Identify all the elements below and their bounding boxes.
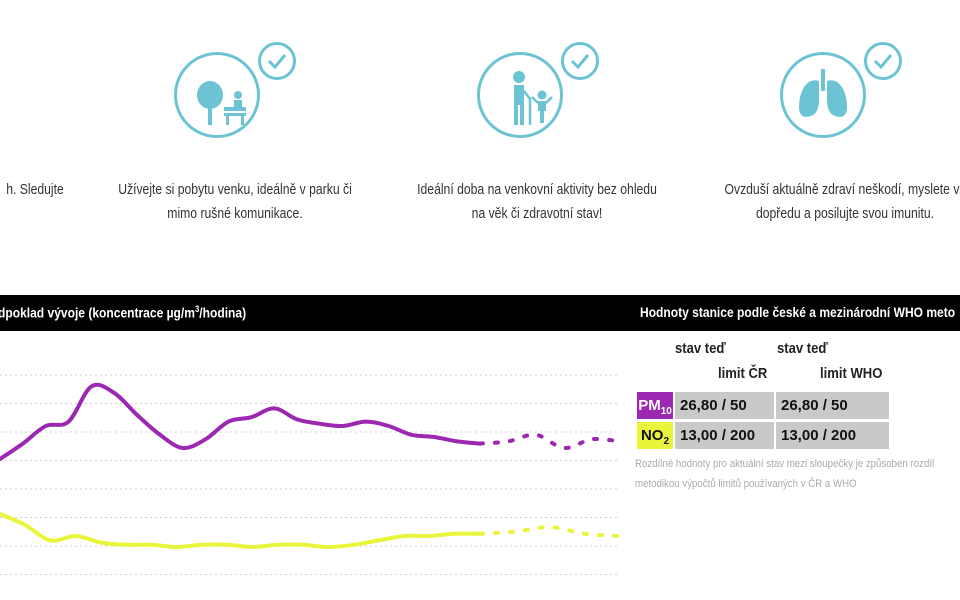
advice-line: Ovzduší aktuálně zdraví neškodí, myslete… (724, 182, 960, 198)
elderly-child-icon (513, 71, 553, 125)
lungs-icon (799, 69, 847, 117)
pm10-cr-value: 26,80 / 50 (675, 392, 774, 419)
check-badge-2 (561, 42, 599, 80)
pm10-badge: PM10 (637, 392, 673, 419)
advice-line: dopředu a posilujte svou imunitu. (755, 206, 935, 222)
section-header-bar: dpoklad vývoje (koncentrace µg/m3/hodina… (0, 295, 960, 331)
advice-text-3: Ovzduší aktuálně zdraví neškodí, myslete… (719, 178, 960, 226)
note-line: metodikou výpočtů limitů používaných v Č… (635, 478, 857, 490)
check-icon (267, 54, 287, 70)
chart-header-sup: 3 (194, 304, 200, 314)
no2-forecast-line (478, 525, 622, 538)
pm10-who-value: 26,80 / 50 (776, 392, 889, 419)
icon-park (174, 52, 260, 138)
advice-line: Užívejte si pobytu venku, ideálně v park… (118, 182, 352, 198)
forecast-chart (0, 374, 622, 575)
method-note: Rozdílné hodnoty pro aktuální stav mezi … (635, 454, 952, 494)
advice-line: na věk či zdravotní stav! (471, 206, 603, 222)
advice-text-2: Ideální doba na venkovní aktivity bez oh… (411, 178, 663, 226)
no2-series-line (0, 512, 482, 550)
col2-bottom-label: limit WHO (820, 366, 883, 382)
icon-elderly-child (477, 52, 563, 138)
no2-badge: NO2 (637, 422, 673, 449)
chart-header-prefix: dpoklad vývoje (koncentrace µg/m (0, 304, 195, 321)
advice-line: h. Sledujte (6, 182, 64, 198)
check-icon (570, 54, 590, 70)
advice-line: Ideální doba na venkovní aktivity bez oh… (417, 182, 657, 198)
pm10-series-line (0, 382, 482, 461)
check-icon (873, 54, 893, 70)
park-bench-icon (197, 81, 246, 125)
advice-text-0: h. Sledujte (0, 178, 115, 202)
check-badge-3 (864, 42, 902, 80)
no2-name: NO (640, 427, 664, 444)
col2-top-label: stav teď (777, 341, 828, 357)
col1-bottom-label: limit ČR (718, 366, 768, 382)
advice-text-1: Užívejte si pobytu venku, ideálně v park… (109, 178, 361, 226)
no2-who-value: 13,00 / 200 (776, 422, 889, 449)
pm10-name: PM (638, 397, 661, 414)
note-line: Rozdílné hodnoty pro aktuální stav mezi … (635, 458, 935, 470)
chart-header: dpoklad vývoje (koncentrace µg/m3/hodina… (0, 304, 246, 321)
no2-sub: 2 (663, 436, 670, 447)
no2-cr-value: 13,00 / 200 (675, 422, 774, 449)
chart-header-suffix: /hodina) (199, 304, 247, 321)
icon-lungs (780, 52, 866, 138)
check-badge-1 (258, 42, 296, 80)
pm10-forecast-line (478, 432, 622, 451)
col1-top-label: stav teď (675, 341, 726, 357)
advice-line: mimo rušné komunikace. (167, 206, 303, 222)
pm10-sub: 10 (660, 406, 672, 417)
stations-header: Hodnoty stanice podle české a mezinárodn… (640, 304, 956, 320)
